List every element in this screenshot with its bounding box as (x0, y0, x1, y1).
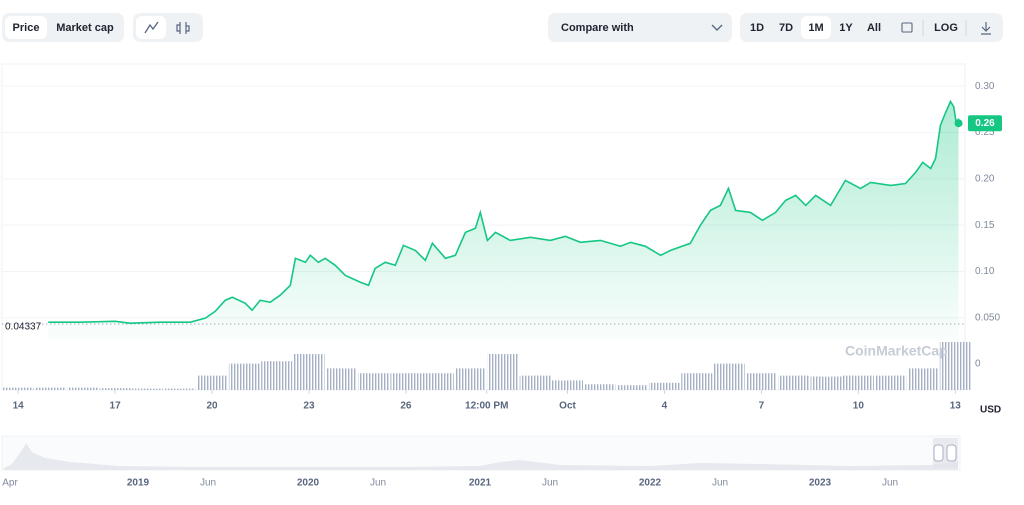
volume-bar (390, 373, 422, 390)
volume-bar (358, 373, 390, 390)
price-button-label[interactable]: Price (13, 22, 40, 34)
y-tick-label: 0.25 (975, 127, 995, 138)
volume-bar (67, 387, 99, 390)
volume-bar (810, 376, 842, 390)
volume-bar (875, 375, 907, 390)
current-price-badge (968, 115, 1002, 132)
volume-bar (455, 368, 487, 390)
x-tick-label: 17 (110, 401, 122, 412)
x-tick-label: 10 (853, 401, 865, 412)
volume-bar (487, 354, 519, 390)
currency-label: USD (980, 405, 1001, 416)
navigator-handle[interactable] (946, 444, 957, 462)
volume-bar (552, 380, 584, 390)
navigator-label: 2020 (297, 478, 320, 489)
volume-bar (842, 375, 874, 390)
volume-bar (293, 354, 325, 390)
x-tick-label: Oct (559, 401, 576, 412)
x-tick-label: 7 (759, 401, 765, 412)
y2-tick-label: 0 (975, 359, 981, 370)
calendar-icon[interactable] (901, 22, 913, 33)
candle-icon[interactable] (176, 22, 190, 34)
range-button[interactable]: 1M (808, 22, 823, 34)
navigator-label: Jun (200, 478, 216, 489)
volume-bar (648, 382, 680, 390)
x-tick-label: 23 (303, 401, 315, 412)
navigator-label: 2021 (469, 478, 492, 489)
active-range[interactable] (801, 16, 831, 39)
volume-bar (34, 387, 66, 390)
x-tick-label: 14 (13, 401, 25, 412)
range-button[interactable]: 7D (779, 22, 793, 34)
navigator-handle[interactable] (933, 444, 944, 462)
navigator-label: 2019 (127, 478, 150, 489)
navigator-label: 2022 (639, 478, 662, 489)
y-tick-label: 0.050 (975, 312, 1000, 323)
volume-bar (907, 368, 939, 390)
market-cap-button[interactable]: Market cap (56, 22, 114, 34)
navigator-label: 2023 (809, 478, 832, 489)
compare-label[interactable]: Compare with (561, 22, 634, 34)
navigator[interactable] (1, 435, 961, 471)
navigator-label: Jun (370, 478, 386, 489)
current-price-dot (954, 119, 963, 128)
volume-bar (939, 342, 971, 390)
volume-bar (745, 373, 777, 390)
volume-bar (519, 375, 551, 390)
current-price-label: 0.26 (975, 118, 995, 129)
line-style-button[interactable] (136, 16, 166, 39)
compare-select[interactable] (548, 13, 732, 42)
volume-bar (325, 368, 357, 390)
navigator-label: Jun (542, 478, 558, 489)
x-tick-label: 26 (400, 401, 412, 412)
range-button[interactable]: 1Y (839, 22, 853, 34)
x-tick-label: 13 (950, 401, 962, 412)
log-button[interactable]: LOG (934, 22, 958, 34)
volume-bar (164, 388, 196, 390)
y-tick-label: 0.10 (975, 266, 995, 277)
price-line (48, 99, 960, 325)
volume-bar (422, 373, 454, 390)
y-tick-label: 0.15 (975, 220, 995, 231)
download-icon[interactable] (981, 22, 991, 35)
range-button[interactable]: 1D (750, 22, 764, 34)
x-tick-label: 12:00 PM (465, 401, 508, 412)
x-tick-label: 20 (206, 401, 218, 412)
navigator-label: Jun (712, 478, 728, 489)
volume-bar (131, 388, 163, 390)
volume-bar (713, 363, 745, 390)
chevron (711, 24, 723, 31)
volume-bar (681, 373, 713, 390)
line-icon (144, 21, 159, 34)
x-tick-label: 4 (662, 401, 668, 412)
navigator-label: Apr (2, 478, 18, 489)
volume-bar (2, 387, 34, 390)
volume-bar (261, 361, 293, 390)
y-tick-label: 0.30 (975, 81, 995, 92)
range-button[interactable]: All (867, 22, 881, 34)
volume-bar (196, 375, 228, 390)
price-button[interactable] (5, 16, 47, 39)
volume-bar (228, 363, 260, 390)
navigator-sparkline (4, 443, 958, 470)
volume-bar (99, 388, 131, 390)
volume-bar (616, 385, 648, 390)
watermark: CoinMarketCap (845, 343, 948, 359)
volume-bar (778, 375, 810, 390)
price-area (48, 101, 959, 341)
start-price-label: 0.04337 (5, 322, 42, 333)
y-tick-label: 0.20 (975, 173, 995, 184)
volume-bar (584, 384, 616, 390)
navigator-label: Jun (882, 478, 898, 489)
